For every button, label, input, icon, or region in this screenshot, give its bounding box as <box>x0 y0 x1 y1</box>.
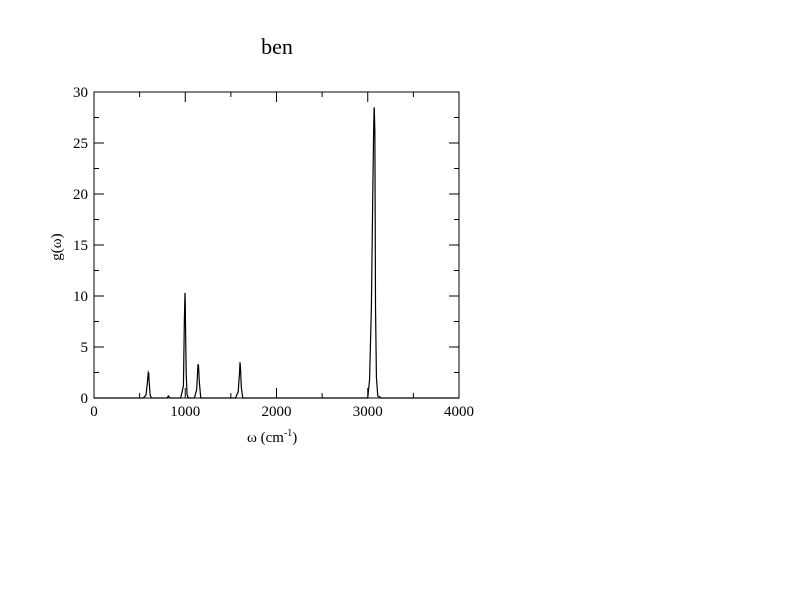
y-tick-label: 15 <box>73 238 88 254</box>
y-tick-label: 0 <box>81 391 89 407</box>
chart-title: ben <box>261 34 293 59</box>
y-tick-label: 10 <box>73 289 88 305</box>
x-tick-label: 2000 <box>262 404 292 420</box>
x-tick-labels: 0 1000 2000 3000 4000 <box>90 404 474 420</box>
y-tick-label: 20 <box>73 187 88 203</box>
plot-frame <box>93 91 460 399</box>
y-tick-labels: 0 5 10 15 20 25 30 <box>73 85 88 407</box>
y-axis-label: g(ω) <box>49 233 65 260</box>
x-axis-label: ω (cm-1) <box>247 428 297 446</box>
y-tick-label: 25 <box>73 136 88 152</box>
x-tick-label: 0 <box>90 404 98 420</box>
y-tick-label: 5 <box>81 340 89 356</box>
series-line <box>94 107 459 399</box>
x-tick-label: 1000 <box>170 404 200 420</box>
y-tick-label: 30 <box>73 85 88 101</box>
x-tick-label: 4000 <box>444 404 474 420</box>
x-tick-label: 3000 <box>353 404 383 420</box>
axis-ticks <box>93 91 460 399</box>
